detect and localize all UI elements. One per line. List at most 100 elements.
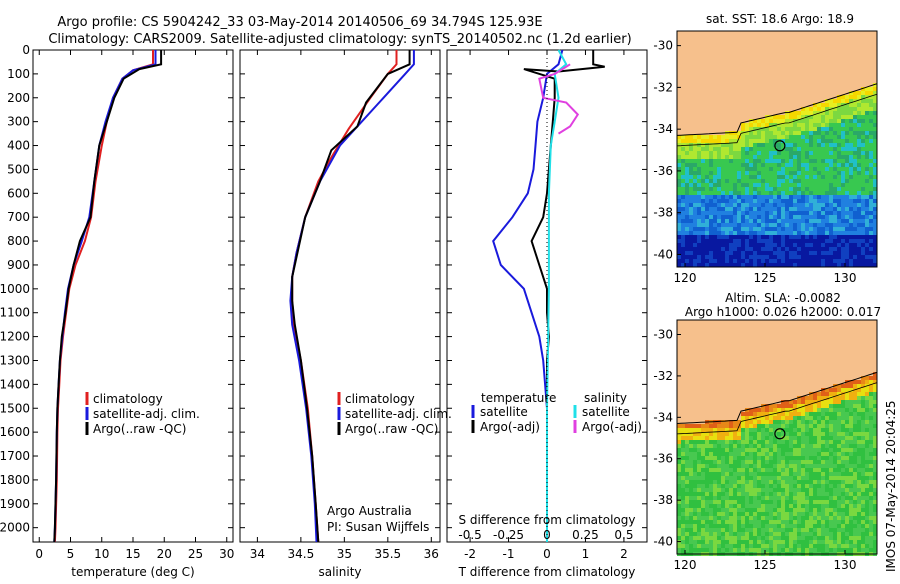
- ocean-cell: [713, 512, 717, 516]
- ocean-cell: [809, 532, 813, 536]
- ocean-cell: [721, 520, 725, 524]
- ocean-cell: [689, 183, 693, 187]
- temperature-profile-plot: 0 5 10 15 20 25 300100200300400500600700800900…: [0, 43, 234, 561]
- ocean-cell: [701, 516, 705, 520]
- ocean-cell: [837, 392, 841, 396]
- ocean-cell: [821, 227, 825, 231]
- ocean-cell: [737, 263, 741, 267]
- ocean-cell: [765, 408, 769, 412]
- y-tick-label: 1400: [0, 377, 30, 391]
- ocean-cell: [821, 159, 825, 163]
- ocean-cell: [689, 496, 693, 500]
- ocean-cell: [857, 143, 861, 147]
- ocean-cell: [721, 548, 725, 552]
- ocean-cell: [801, 239, 805, 243]
- ocean-cell: [857, 207, 861, 211]
- ocean-cell: [729, 183, 733, 187]
- ocean-cell: [801, 255, 805, 259]
- ocean-cell: [725, 436, 729, 440]
- y-tick-label: 700: [7, 210, 30, 224]
- ocean-cell: [857, 524, 861, 528]
- ocean-cell: [789, 143, 793, 147]
- ocean-cell: [781, 484, 785, 488]
- ocean-cell: [841, 416, 845, 420]
- ocean-cell: [697, 251, 701, 255]
- ocean-cell: [845, 460, 849, 464]
- x-tick-label: 35: [337, 547, 352, 561]
- ocean-cell: [773, 139, 777, 143]
- ocean-cell: [833, 259, 837, 263]
- ocean-cell: [873, 532, 877, 536]
- ocean-cell: [697, 532, 701, 536]
- ocean-cell: [801, 404, 805, 408]
- ocean-cell: [737, 524, 741, 528]
- ocean-cell: [785, 219, 789, 223]
- ocean-cell: [765, 247, 769, 251]
- ocean-cell: [765, 119, 769, 123]
- ocean-cell: [861, 175, 865, 179]
- ocean-cell: [745, 540, 749, 544]
- ocean-cell: [805, 239, 809, 243]
- ocean-cell: [677, 492, 681, 496]
- ocean-cell: [753, 239, 757, 243]
- ocean-cell: [677, 548, 681, 552]
- ocean-cell: [817, 187, 821, 191]
- ocean-cell: [745, 155, 749, 159]
- ocean-cell: [785, 239, 789, 243]
- ocean-cell: [765, 412, 769, 416]
- ocean-cell: [853, 203, 857, 207]
- ocean-cell: [697, 480, 701, 484]
- ocean-cell: [825, 115, 829, 119]
- x-tick-label: 1: [582, 547, 590, 561]
- ocean-cell: [841, 175, 845, 179]
- ocean-cell: [725, 147, 729, 151]
- ocean-cell: [769, 428, 773, 432]
- ocean-cell: [857, 392, 861, 396]
- ocean-cell: [749, 143, 753, 147]
- ocean-cell: [737, 548, 741, 552]
- ocean-cell: [793, 207, 797, 211]
- ocean-cell: [745, 259, 749, 263]
- map-x-tick-label: 125: [754, 271, 777, 285]
- ocean-cell: [769, 175, 773, 179]
- ocean-cell: [765, 163, 769, 167]
- ocean-cell: [677, 175, 681, 179]
- ocean-cell: [737, 187, 741, 191]
- ocean-cell: [845, 536, 849, 540]
- ocean-cell: [805, 187, 809, 191]
- ocean-cell: [805, 215, 809, 219]
- ocean-cell: [873, 203, 877, 207]
- ocean-cell: [753, 492, 757, 496]
- ocean-cell: [857, 263, 861, 267]
- ocean-cell: [725, 227, 729, 231]
- ocean-cell: [745, 500, 749, 504]
- ocean-cell: [785, 191, 789, 195]
- ocean-cell: [729, 247, 733, 251]
- ocean-cell: [869, 456, 873, 460]
- ocean-cell: [861, 127, 865, 131]
- ocean-cell: [845, 95, 849, 99]
- ocean-cell: [677, 536, 681, 540]
- ocean-cell: [801, 432, 805, 436]
- ocean-cell: [681, 255, 685, 259]
- ocean-cell: [845, 175, 849, 179]
- ocean-cell: [801, 400, 805, 404]
- ocean-cell: [845, 219, 849, 223]
- ocean-cell: [677, 167, 681, 171]
- ocean-cell: [817, 227, 821, 231]
- ocean-cell: [733, 235, 737, 239]
- ocean-cell: [761, 259, 765, 263]
- y-tick-label: 800: [7, 234, 30, 248]
- ocean-cell: [869, 420, 873, 424]
- ocean-cell: [741, 215, 745, 219]
- ocean-cell: [733, 504, 737, 508]
- ocean-cell: [813, 536, 817, 540]
- ocean-cell: [753, 408, 757, 412]
- ocean-cell: [729, 147, 733, 151]
- ocean-cell: [817, 428, 821, 432]
- ocean-cell: [709, 488, 713, 492]
- ocean-cell: [713, 548, 717, 552]
- ocean-cell: [849, 263, 853, 267]
- ocean-cell: [769, 460, 773, 464]
- ocean-cell: [705, 251, 709, 255]
